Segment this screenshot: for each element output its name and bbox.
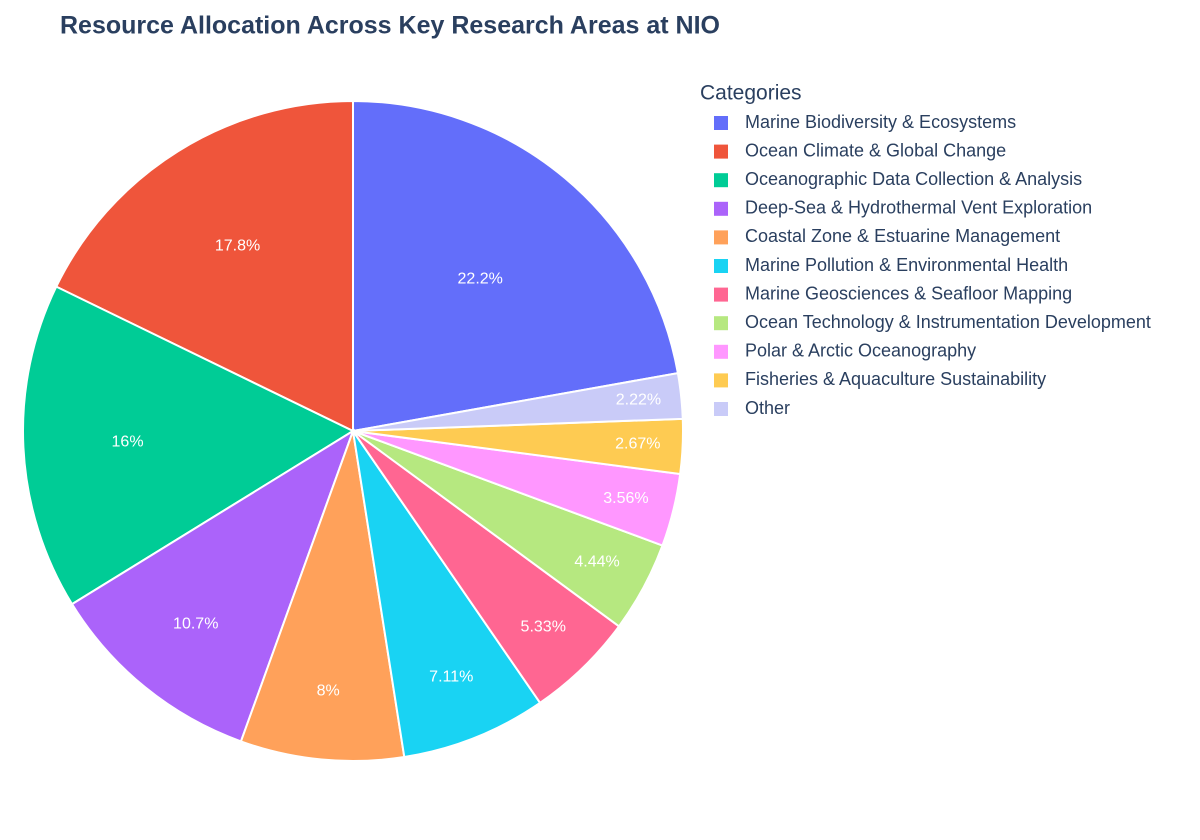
- legend-label: Marine Biodiversity & Ecosystems: [745, 112, 1016, 132]
- pie-slice: [352, 371, 684, 432]
- pie-slice: [70, 428, 355, 743]
- slice-label: 8%: [317, 682, 340, 699]
- legend-swatch: [714, 259, 728, 273]
- slice-label: 2.67%: [615, 436, 660, 453]
- pie-slice: [54, 99, 354, 433]
- slice-label: 17.8%: [215, 238, 260, 255]
- slice-label: 2.22%: [616, 392, 661, 409]
- legend-swatch: [714, 230, 728, 245]
- slice-label: 22.2%: [458, 270, 503, 287]
- legend-label: Marine Geosciences & Seafloor Mapping: [745, 283, 1072, 303]
- slice-label: 10.7%: [173, 616, 218, 633]
- legend-swatch: [714, 344, 728, 359]
- slice-label: 3.56%: [603, 490, 648, 507]
- legend-title: Categories: [700, 82, 802, 105]
- slice-label: 16%: [112, 433, 144, 450]
- pie-slice: [22, 285, 356, 606]
- legend-swatch: [714, 201, 728, 216]
- pie-slice: [352, 430, 542, 759]
- legend-swatch: [714, 316, 728, 331]
- legend-label: Other: [745, 398, 790, 418]
- legend-swatch: [714, 116, 728, 130]
- legend-swatch: [714, 402, 728, 416]
- legend-label: Fisheries & Aquaculture Sustainability: [745, 369, 1046, 389]
- slice-label: 4.44%: [574, 554, 619, 571]
- legend-label: Polar & Arctic Oceanography: [745, 341, 976, 361]
- legend-label: Coastal Zone & Estuarine Management: [745, 226, 1060, 246]
- legend-label: Marine Pollution & Environmental Health: [745, 255, 1068, 275]
- pie-slice: [239, 430, 406, 762]
- legend-swatch: [714, 373, 728, 388]
- legend-label: Ocean Climate & Global Change: [745, 140, 1006, 160]
- legend-swatch: [714, 287, 728, 302]
- legend-swatch: [714, 173, 728, 188]
- legend-swatch: [714, 144, 728, 159]
- slice-label: 7.11%: [429, 669, 473, 686]
- slice-label: 5.33%: [521, 618, 566, 635]
- pie-slice: [352, 99, 680, 433]
- chart-title: Resource Allocation Across Key Research …: [60, 12, 720, 40]
- legend-label: Ocean Technology & Instrumentation Devel…: [745, 312, 1151, 332]
- legend-label: Deep-Sea & Hydrothermal Vent Exploration: [745, 198, 1092, 218]
- legend-label: Oceanographic Data Collection & Analysis: [745, 169, 1082, 189]
